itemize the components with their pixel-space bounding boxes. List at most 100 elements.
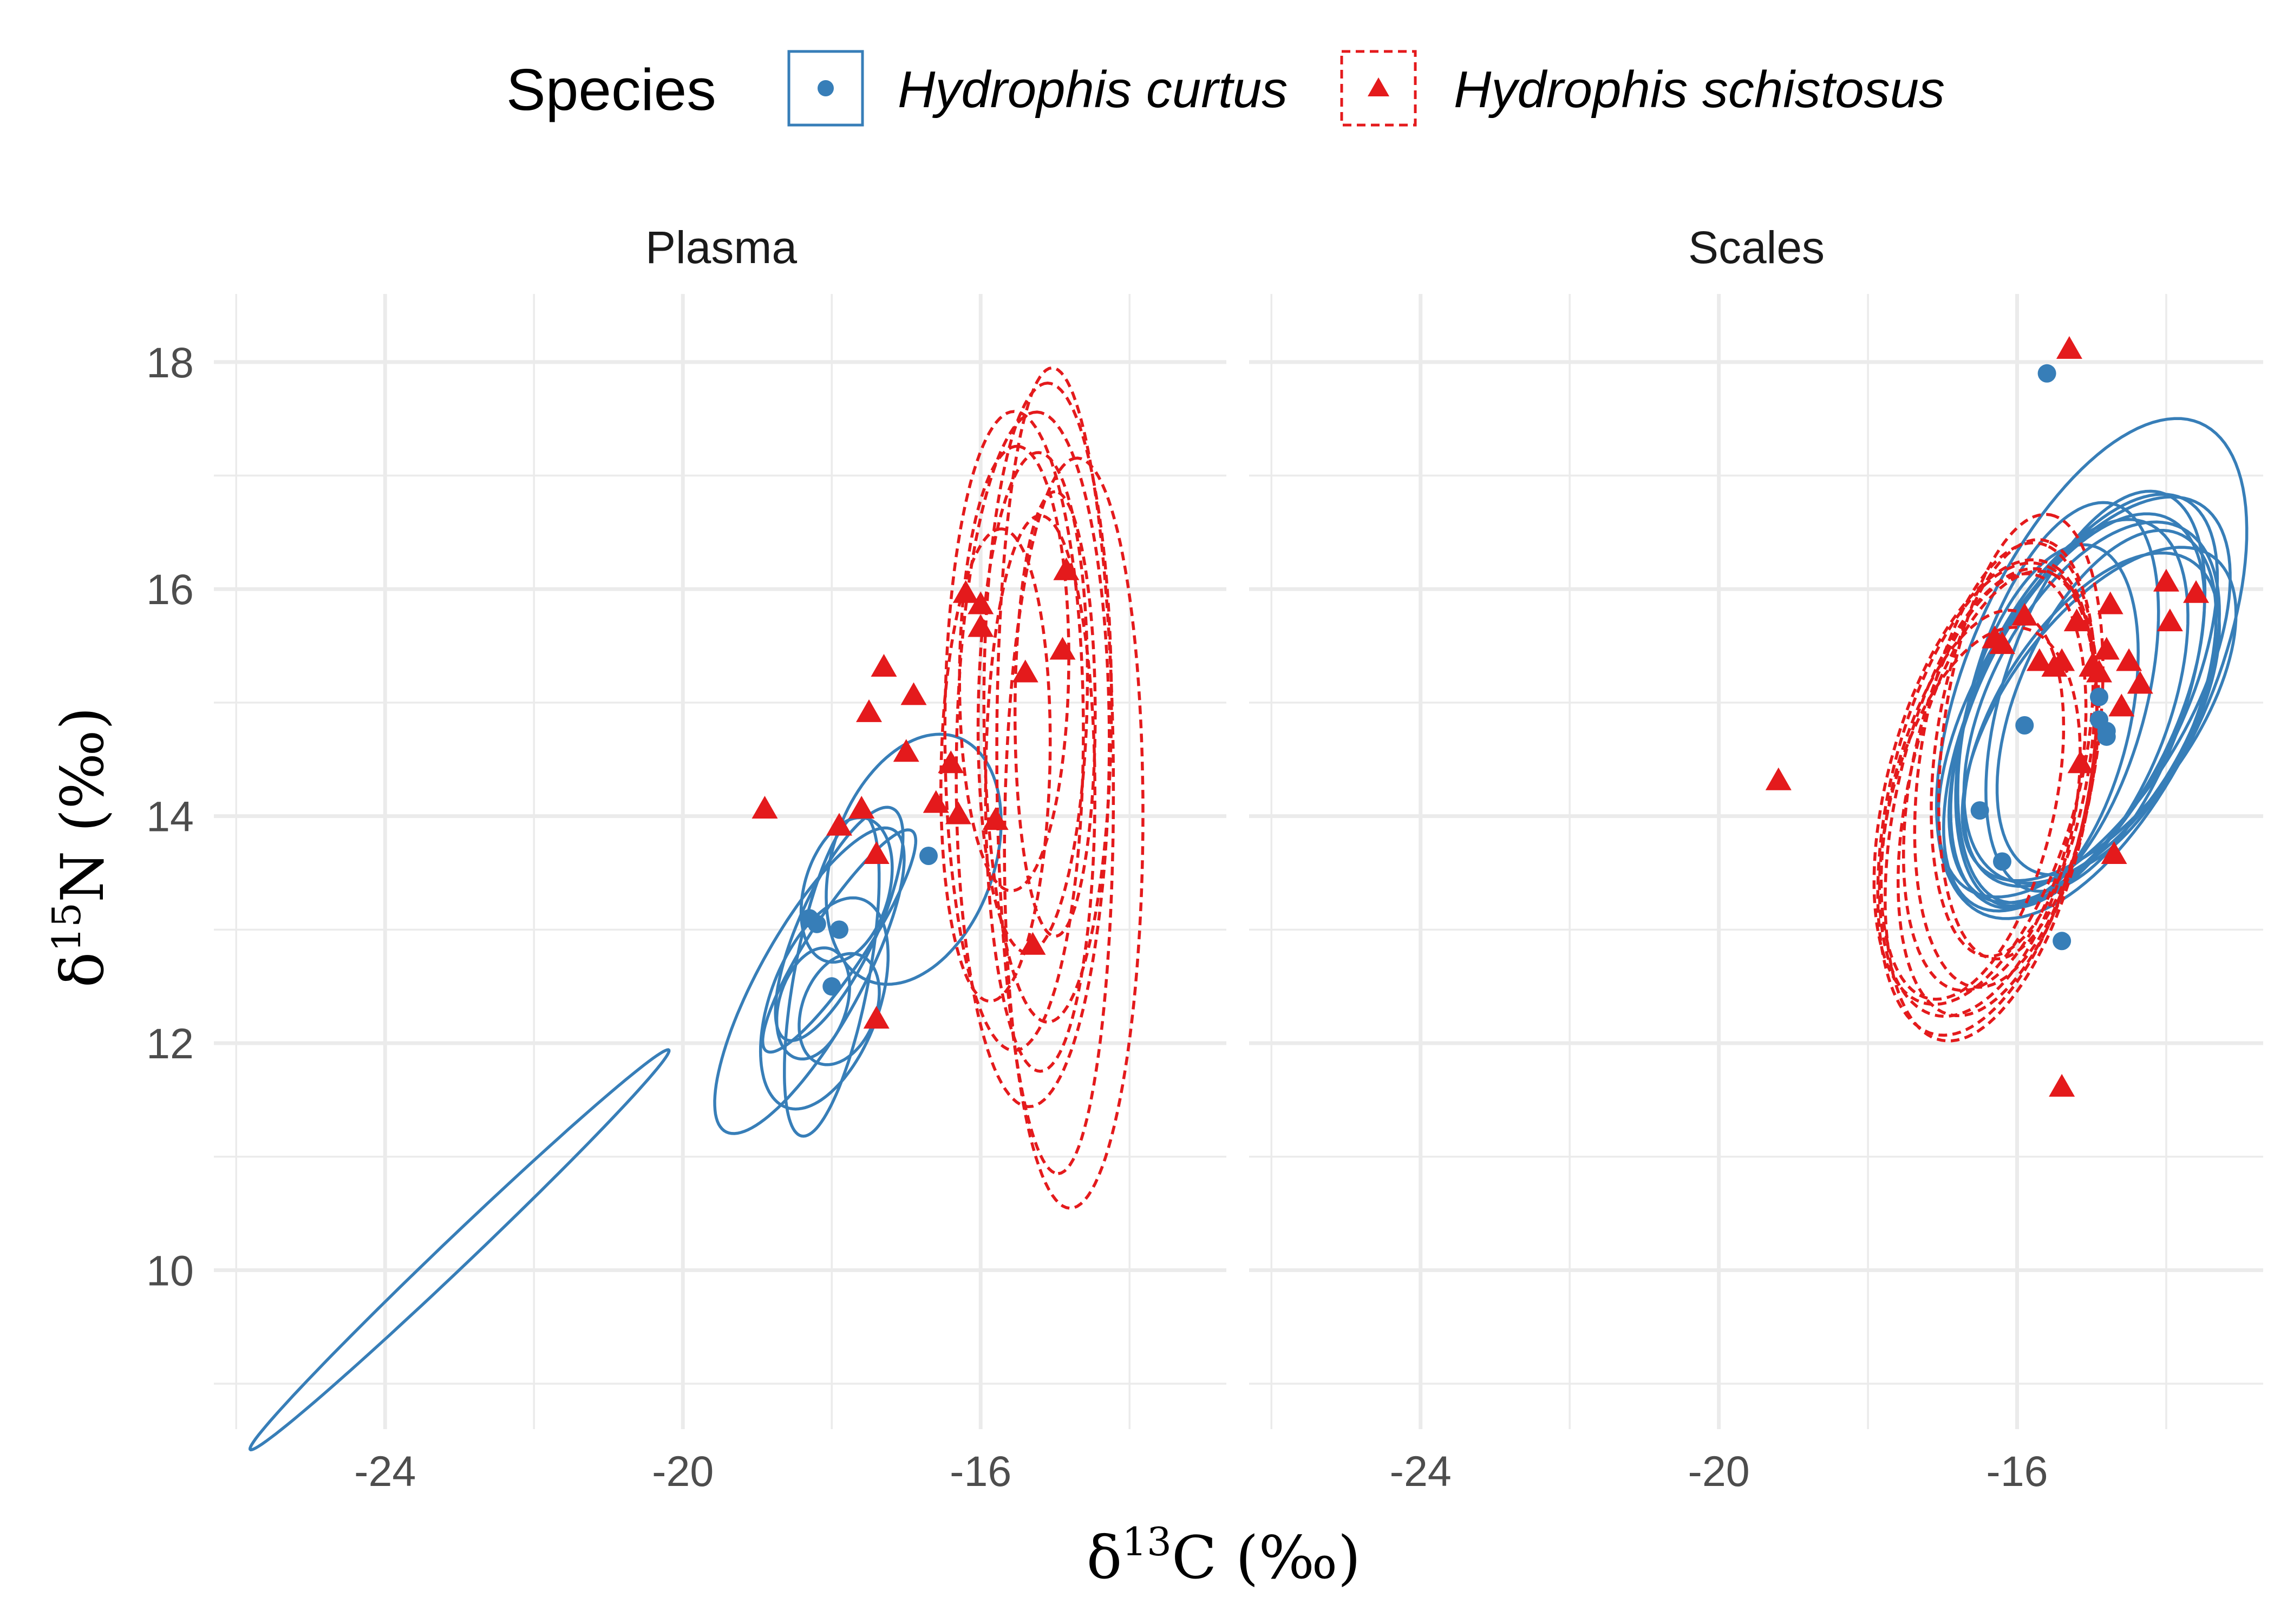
point-hydrophis-schistosus — [863, 841, 890, 865]
ellipse-hydrophis-schistosus — [939, 527, 1052, 1003]
point-hydrophis-schistosus — [968, 591, 994, 614]
panel-title-scales: Scales — [1688, 222, 1825, 273]
ellipse-hydrophis-curtus — [1995, 529, 2218, 876]
point-hydrophis-schistosus — [968, 614, 994, 637]
point-hydrophis-schistosus — [2157, 608, 2183, 632]
point-hydrophis-schistosus — [893, 739, 919, 762]
ellipse-hydrophis-schistosus — [982, 381, 1113, 1024]
ellipses-hydrophis-schistosus-scales — [1872, 513, 2105, 1043]
point-hydrophis-schistosus — [1049, 637, 1076, 660]
y-tick-label: 10 — [146, 1246, 194, 1294]
point-hydrophis-schistosus — [871, 654, 897, 677]
x-tick-label: -16 — [1986, 1447, 2048, 1495]
point-hydrophis-schistosus — [856, 699, 882, 722]
x-tick-label: -16 — [950, 1447, 1011, 1495]
ellipse-hydrophis-schistosus — [995, 366, 1115, 1175]
point-hydrophis-schistosus — [2153, 568, 2179, 592]
point-hydrophis-schistosus — [945, 801, 971, 824]
ellipses-hydrophis-curtus-scales — [1935, 417, 2249, 920]
ellipse-hydrophis-schistosus — [1937, 513, 2105, 961]
point-hydrophis-schistosus — [1765, 767, 1792, 790]
ellipse-hydrophis-schistosus — [1878, 626, 2082, 1018]
y-axis-tick-labels: 10 12 14 16 18 — [146, 338, 194, 1295]
point-hydrophis-schistosus — [2183, 580, 2210, 603]
point-hydrophis-schistosus — [2108, 693, 2135, 717]
point-hydrophis-curtus — [1992, 852, 2011, 871]
points-hydrophis-schistosus-scales — [1765, 336, 2210, 1097]
point-hydrophis-schistosus — [2093, 637, 2120, 660]
point-hydrophis-schistosus — [952, 580, 979, 603]
ellipse-hydrophis-schistosus — [1879, 608, 2066, 1001]
point-hydrophis-curtus — [2090, 687, 2109, 706]
point-hydrophis-schistosus — [2067, 750, 2094, 774]
ellipse-hydrophis-curtus — [1961, 546, 2238, 882]
ellipse-hydrophis-schistosus — [1901, 572, 2088, 992]
ellipse-hydrophis-curtus — [713, 826, 906, 1135]
y-axis-title-main: N (‰) — [48, 707, 117, 902]
points-hydrophis-curtus-plasma — [800, 847, 938, 996]
x-tick-label: -24 — [354, 1447, 416, 1495]
point-hydrophis-curtus — [822, 977, 841, 996]
y-axis-title: δ15N (‰) — [44, 707, 117, 988]
point-hydrophis-schistosus — [982, 807, 1009, 830]
point-hydrophis-schistosus — [2101, 841, 2127, 865]
point-hydrophis-schistosus — [2086, 659, 2113, 683]
x-axis-title-main: C (‰) — [1172, 1523, 1361, 1592]
x-axis-title: δ13C (‰) — [1087, 1519, 1361, 1592]
point-hydrophis-curtus — [807, 914, 826, 933]
point-hydrophis-curtus — [2097, 727, 2116, 746]
legend-key-point-schistosus — [1368, 77, 1389, 96]
ellipse-hydrophis-curtus — [1984, 489, 2207, 893]
x-axis-tick-labels: -24 -20 -16 -24 -20 -16 — [354, 1447, 2048, 1495]
y-axis-title-superscript: 15 — [44, 902, 89, 952]
point-hydrophis-schistosus — [826, 813, 852, 836]
point-hydrophis-schistosus — [923, 790, 949, 813]
legend-label-schistosus: Hydrophis schistosus — [1454, 61, 1945, 119]
point-hydrophis-curtus — [919, 847, 938, 866]
x-axis-title-delta: δ — [1087, 1523, 1122, 1592]
point-hydrophis-curtus — [1970, 801, 1989, 820]
point-hydrophis-schistosus — [2011, 603, 2038, 626]
y-tick-label: 16 — [146, 565, 194, 613]
x-tick-label: -20 — [652, 1447, 714, 1495]
ellipse-hydrophis-schistosus — [955, 410, 1111, 1109]
points-hydrophis-schistosus-plasma — [752, 557, 1080, 1029]
point-hydrophis-schistosus — [938, 750, 964, 774]
x-tick-label: -24 — [1390, 1447, 1452, 1495]
ellipse-hydrophis-curtus — [774, 806, 905, 1043]
point-hydrophis-schistosus — [848, 796, 875, 819]
panel-title-plasma: Plasma — [645, 222, 797, 273]
x-axis-title-superscript: 13 — [1122, 1519, 1172, 1564]
point-hydrophis-schistosus — [2056, 336, 2082, 359]
panel-grid-scales — [1249, 294, 2263, 1429]
ellipses-hydrophis-curtus-plasma — [249, 732, 1003, 1452]
y-axis-title-delta: δ — [48, 952, 117, 988]
point-hydrophis-schistosus — [752, 796, 778, 819]
ellipse-hydrophis-schistosus — [943, 410, 1085, 1052]
ellipse-hydrophis-curtus — [1956, 501, 2160, 905]
point-hydrophis-schistosus — [1020, 932, 1046, 955]
point-hydrophis-curtus — [2037, 364, 2056, 383]
legend-key-hydrophis-schistosus — [1340, 50, 1417, 127]
ellipse-hydrophis-curtus — [249, 1048, 671, 1452]
y-tick-label: 12 — [146, 1019, 194, 1068]
point-hydrophis-schistosus — [2063, 608, 2090, 632]
ellipse-hydrophis-curtus — [1942, 493, 2219, 913]
point-hydrophis-schistosus — [900, 682, 927, 705]
point-hydrophis-schistosus — [2097, 591, 2123, 614]
legend-key-hydrophis-curtus — [787, 50, 864, 127]
panel-plasma: Plasma — [214, 222, 1226, 1452]
point-hydrophis-schistosus — [1012, 659, 1038, 683]
y-tick-label: 18 — [146, 338, 194, 387]
ellipse-hydrophis-schistosus — [1913, 541, 2099, 989]
ellipse-hydrophis-curtus — [1935, 417, 2249, 920]
point-hydrophis-schistosus — [863, 1006, 890, 1029]
ellipse-hydrophis-curtus — [798, 952, 881, 1066]
point-hydrophis-curtus — [830, 920, 848, 939]
legend-key-box-schistosus — [1340, 50, 1417, 127]
point-hydrophis-curtus — [2053, 932, 2072, 951]
legend-key-box-curtus — [787, 50, 864, 127]
legend-title: Species — [506, 57, 716, 123]
point-hydrophis-schistosus — [2049, 1073, 2075, 1097]
